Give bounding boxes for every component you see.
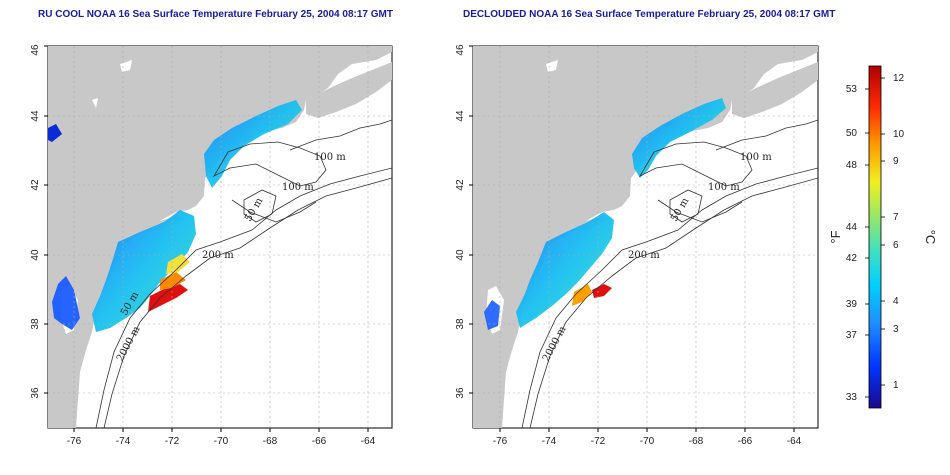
right-sst-bight [516, 212, 614, 328]
left-sst-gulf-of-maine [204, 100, 302, 188]
colorbar-f-label: 44 [846, 222, 858, 233]
left-sst-bight [92, 210, 196, 332]
left-lon-tick-label: -68 [263, 436, 278, 447]
right-lon-tick-label: -74 [542, 436, 557, 447]
right-lat-labels: 36 38 40 42 44 46 [455, 44, 466, 399]
colorbar-f-label: 39 [846, 299, 858, 310]
right-nova-scotia [732, 62, 818, 118]
right-lat-tick-label: 36 [455, 387, 466, 399]
right-lat-tick-label: 42 [455, 179, 466, 191]
left-sst-map: 100 m 100 m 50 m 200 m 50 m 2000 m -76 -… [30, 44, 393, 447]
left-sst-yellow-patch [166, 254, 190, 274]
right-contours [521, 119, 818, 428]
left-lon-tick-label: -76 [67, 436, 82, 447]
colorbar-f-label: 48 [846, 160, 858, 171]
left-lat-tick-label: 44 [30, 110, 41, 122]
left-nova-scotia [306, 62, 392, 118]
colorbar-c-label: 1 [893, 380, 899, 391]
left-lon-tick-label: -72 [165, 436, 180, 447]
right-lat-tick-label: 38 [455, 318, 466, 330]
colorbar-celsius-unit: °C [923, 230, 938, 245]
colorbar-c-label: 3 [893, 324, 899, 335]
right-sst-orange-patch [572, 284, 592, 306]
left-lat-tick-label: 40 [30, 249, 41, 261]
left-land-mass [48, 46, 392, 428]
left-lat-labels: 36 38 40 42 44 46 [30, 44, 41, 399]
left-contours [95, 119, 392, 428]
right-lon-tick-label: -72 [591, 436, 606, 447]
right-lat-tick-label: 44 [455, 110, 466, 122]
left-lat-tick-label: 36 [30, 387, 41, 399]
colorbar-f-label: 53 [846, 84, 858, 95]
right-lat-tick-label: 46 [455, 44, 466, 56]
right-sst-map: 100 m 100 m 50 m 200 m 2000 m -76 -74 -7… [455, 44, 819, 447]
left-contour-label: 100 m [282, 182, 314, 193]
right-sst-gulf-of-maine [632, 98, 726, 178]
right-lon-tick-label: -76 [493, 436, 508, 447]
left-lon-tick-label: -74 [116, 436, 131, 447]
colorbar-f-label: 50 [846, 128, 858, 139]
colorbar-c-label: 6 [893, 240, 899, 251]
right-grid [473, 46, 818, 428]
right-lon-tick-label: -64 [787, 436, 802, 447]
right-lon-tick-label: -68 [689, 436, 704, 447]
colorbar-c-label: 12 [893, 73, 905, 84]
right-contour-label: 200 m [628, 250, 660, 261]
left-panel-title: RU COOL NOAA 16 Sea Surface Temperature … [38, 9, 393, 20]
left-lat-tick-label: 38 [30, 318, 41, 330]
colorbar-gradient [868, 65, 882, 409]
right-sst-warm-patch [592, 284, 612, 298]
right-lon-tick-label: -70 [640, 436, 655, 447]
colorbar-f-label: 37 [846, 330, 858, 341]
colorbar-c-label: 10 [893, 129, 905, 140]
left-lat-tick-label: 42 [30, 179, 41, 191]
right-lon-labels: -76 -74 -72 -70 -68 -66 -64 [493, 436, 802, 447]
left-sst-chesapeake [52, 276, 80, 330]
colorbar-c-label: 7 [893, 212, 899, 223]
left-lon-tick-label: -64 [361, 436, 376, 447]
right-contour-label: 100 m [708, 182, 740, 193]
colorbar-c-label: 9 [893, 156, 899, 167]
right-sst-coast [484, 300, 500, 330]
right-lon-tick-label: -66 [738, 436, 753, 447]
left-lon-tick-label: -70 [214, 436, 229, 447]
left-tick-marks [44, 45, 369, 432]
colorbar-ticks [865, 77, 885, 398]
left-lake [92, 98, 98, 108]
left-lon-tick-label: -66 [312, 436, 327, 447]
right-tick-marks [469, 45, 795, 432]
temperature-colorbar: 53 50 48 44 42 39 37 33 12 10 9 7 6 4 3 … [828, 65, 938, 409]
right-lat-tick-label: 40 [455, 249, 466, 261]
left-contour-label: 100 m [314, 152, 346, 163]
right-panel-title: DECLOUDED NOAA 16 Sea Surface Temperatur… [463, 9, 836, 20]
colorbar-fahrenheit-unit: °F [828, 230, 843, 243]
left-lon-labels: -76 -74 -72 -70 -68 -66 -64 [67, 436, 376, 447]
colorbar-c-label: 4 [893, 296, 899, 307]
left-sst-maine-coast [48, 124, 62, 142]
left-sst-orange-patch [160, 272, 186, 290]
right-contour-label: 100 m [740, 152, 772, 163]
colorbar-f-label: 42 [846, 253, 858, 264]
left-sst-warm-patch [148, 284, 188, 312]
right-land-mass [473, 46, 818, 428]
left-lat-tick-label: 46 [30, 44, 41, 56]
left-contour-label: 200 m [202, 250, 234, 261]
colorbar-f-label: 33 [846, 392, 858, 403]
